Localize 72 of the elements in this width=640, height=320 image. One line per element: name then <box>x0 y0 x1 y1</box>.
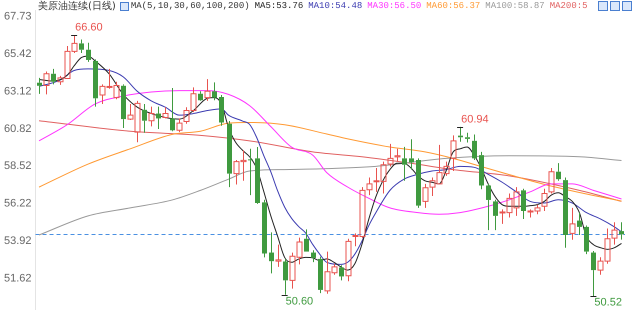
candlestick <box>148 106 154 127</box>
candlestick <box>339 264 344 281</box>
candlestick <box>584 224 589 255</box>
candlestick <box>204 78 210 102</box>
candlestick <box>248 148 253 196</box>
candlestick <box>402 146 407 182</box>
candlestick <box>269 232 274 274</box>
chart-title: 美原油连续(日线) <box>38 0 116 13</box>
candlestick <box>577 212 582 236</box>
annotation: 66.60 <box>75 21 103 34</box>
candlestick <box>409 138 414 170</box>
candlestick <box>422 183 428 208</box>
candlestick <box>255 146 260 204</box>
candlestick <box>44 70 50 95</box>
candlestick <box>394 148 400 162</box>
candlestick <box>162 106 168 119</box>
candlestick <box>227 120 232 188</box>
candlestick <box>450 134 456 172</box>
candlestick <box>262 199 267 258</box>
candlestick <box>472 134 477 160</box>
candlestick <box>318 256 323 294</box>
candlestick <box>156 106 161 130</box>
legend-title: MA(5,10,30,60,100,200) <box>130 0 250 12</box>
candlestick <box>563 177 568 248</box>
candlestick <box>304 228 309 252</box>
candlestick <box>493 199 498 231</box>
y-tick-label: 51.62 <box>4 272 32 284</box>
candlestick <box>121 84 126 129</box>
annotation: 60.94 <box>461 113 489 126</box>
candlestick <box>458 126 463 142</box>
text: MA100:58.87 <box>485 0 545 12</box>
candlestick <box>570 207 576 240</box>
candlestick <box>219 94 224 126</box>
candlestick <box>366 177 372 196</box>
y-tick-label: 67.73 <box>4 10 32 23</box>
text: MA30:56.50 <box>367 0 422 12</box>
text: MA10:54.48 <box>308 0 362 12</box>
y-tick-label: 56.22 <box>4 198 32 210</box>
candlestick <box>619 222 624 240</box>
text: MA200:5 <box>550 0 588 12</box>
y-tick-label: 53.92 <box>4 234 32 247</box>
candlestick <box>311 250 316 263</box>
y-tick-label: 63.12 <box>4 86 32 98</box>
annotation: 50.52 <box>594 296 622 309</box>
candlestick <box>142 103 147 134</box>
candlestick <box>612 222 618 246</box>
candlestick <box>465 132 470 143</box>
candlestick <box>212 82 217 101</box>
y-tick-label: 60.82 <box>4 122 32 135</box>
candlestick <box>93 58 98 108</box>
candlestick <box>486 183 491 231</box>
y-tick-label: 58.52 <box>4 160 32 172</box>
candlestick <box>283 258 288 296</box>
candlestick <box>542 188 548 212</box>
candlestick <box>37 77 42 94</box>
annotation: 50.60 <box>286 295 314 308</box>
candlestick <box>416 158 421 208</box>
candlestick <box>79 39 84 54</box>
candlestick <box>170 88 175 132</box>
candlestick <box>51 68 56 85</box>
text: MA5:53.76 <box>254 0 304 12</box>
line-series <box>38 90 622 215</box>
y-tick-label: 65.42 <box>4 48 32 60</box>
candlestick <box>276 244 282 268</box>
candlestick <box>198 90 203 100</box>
candlestick <box>479 151 484 190</box>
candlestick <box>86 42 91 62</box>
candlestick <box>556 162 561 182</box>
line-series <box>38 155 622 236</box>
text: MA60:56.37 <box>426 0 480 12</box>
candlestick <box>591 250 596 297</box>
candlestick <box>521 188 526 220</box>
